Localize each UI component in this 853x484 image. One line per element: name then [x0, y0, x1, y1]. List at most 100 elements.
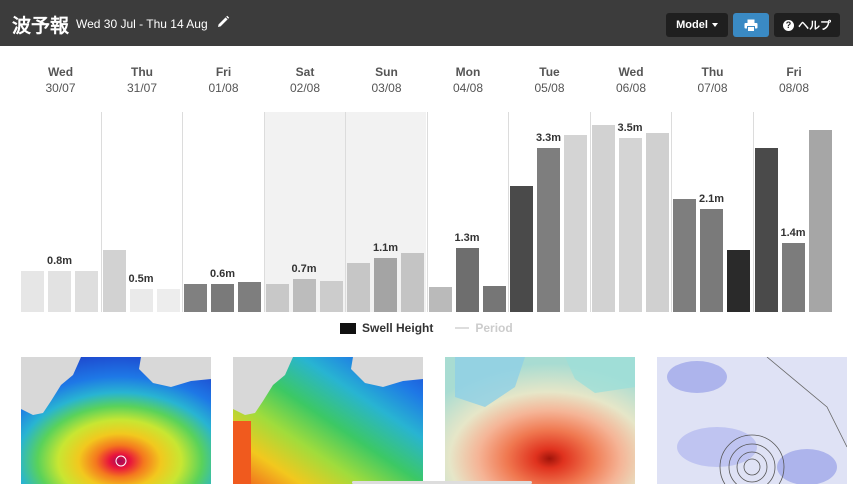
- help-button[interactable]: ? ヘルプ: [774, 13, 840, 37]
- day-divider: [589, 112, 591, 312]
- swell-bar[interactable]: [673, 199, 696, 312]
- day-divider: [426, 112, 428, 312]
- print-button[interactable]: [733, 13, 769, 37]
- wave-height-map-2[interactable]: [233, 357, 423, 484]
- swell-bar[interactable]: [591, 125, 615, 312]
- day-date: 04/08: [452, 81, 484, 95]
- model-label: Model: [676, 19, 708, 31]
- day-swell-label: 3.5m: [617, 122, 643, 134]
- day-divider: [182, 112, 183, 312]
- swell-bar[interactable]: [510, 186, 533, 312]
- day-swell-label: 0.5m: [128, 273, 154, 285]
- day-name: Wed: [47, 65, 74, 79]
- day-name: Thu: [701, 65, 724, 79]
- swell-bar[interactable]: [455, 248, 479, 312]
- day-date: 07/08: [697, 81, 728, 95]
- day-date: 02/08: [289, 81, 321, 95]
- swell-bar[interactable]: [537, 148, 560, 312]
- day-date: 08/08: [778, 81, 810, 95]
- swell-bar[interactable]: [645, 133, 669, 312]
- caret-down-icon: [711, 23, 718, 27]
- top-bar: 波予報 Wed 30 Jul - Thu 14 Aug Model ? ヘルプ: [0, 0, 853, 46]
- page-title: 波予報: [12, 16, 70, 37]
- day-date: 30/07: [45, 81, 76, 95]
- day-name: Fri: [215, 65, 232, 79]
- swell-bar[interactable]: [75, 271, 98, 312]
- swell-bar[interactable]: [781, 243, 805, 312]
- day-header: Thu 31/07: [102, 65, 183, 95]
- day-header: Sun 03/08: [346, 65, 427, 95]
- day-name: Tue: [539, 65, 560, 79]
- swell-bar[interactable]: [156, 289, 180, 312]
- swell-bar[interactable]: [482, 286, 506, 312]
- swell-swatch: [340, 322, 356, 334]
- swell-bar[interactable]: [129, 289, 153, 312]
- day-header: Sat 02/08: [265, 65, 346, 95]
- swell-bar[interactable]: [238, 282, 261, 312]
- swell-bar[interactable]: [347, 263, 370, 312]
- help-label: ヘルプ: [798, 20, 831, 32]
- pencil-icon[interactable]: [215, 14, 231, 30]
- day-divider: [100, 112, 102, 312]
- day-divider: [263, 112, 265, 312]
- horizontal-scrollbar[interactable]: [352, 481, 532, 484]
- legend-swell-label: Swell Height: [362, 321, 434, 335]
- question-icon: ?: [783, 19, 794, 31]
- day-date: 31/07: [126, 81, 158, 95]
- day-swell-label: 0.7m: [291, 263, 317, 275]
- swell-bar[interactable]: [727, 250, 750, 312]
- day-date: 03/08: [371, 81, 402, 95]
- day-swell-label: 0.6m: [209, 268, 236, 280]
- day-name: Fri: [786, 65, 802, 79]
- date-range[interactable]: Wed 30 Jul - Thu 14 Aug: [76, 17, 208, 31]
- chart-legend: Swell Height Period: [340, 320, 513, 336]
- swell-bar[interactable]: [102, 250, 126, 312]
- day-header: Wed 30/07: [20, 65, 101, 95]
- wind-map[interactable]: [445, 357, 635, 484]
- day-header: Thu 07/08: [672, 65, 753, 95]
- day-header: Fri 01/08: [183, 65, 264, 95]
- day-swell-label: 0.8m: [46, 255, 73, 267]
- legend-period-label: Period: [475, 321, 513, 335]
- swell-bar[interactable]: [428, 287, 452, 312]
- day-swell-label: 1.4m: [780, 227, 806, 239]
- swell-bar[interactable]: [265, 284, 289, 312]
- day-name: Thu: [131, 65, 153, 79]
- day-name: Wed: [618, 65, 644, 79]
- day-divider: [508, 112, 509, 312]
- day-divider: [752, 112, 754, 312]
- day-header: Wed 06/08: [591, 65, 672, 95]
- period-swatch: [455, 327, 470, 329]
- day-name: Sun: [375, 65, 398, 79]
- swell-bar[interactable]: [184, 284, 207, 312]
- swell-bar[interactable]: [754, 148, 778, 312]
- day-swell-label: 3.3m: [535, 132, 562, 144]
- swell-bar[interactable]: [21, 271, 44, 312]
- day-divider: [671, 112, 672, 312]
- swell-chart: Wed 30/07 Thu 31/07 Fri 01/08 Sat 02/08 Sun 03/08…: [20, 65, 835, 312]
- swell-bar[interactable]: [374, 258, 397, 312]
- swell-bar[interactable]: [700, 209, 723, 312]
- day-date: 06/08: [615, 81, 647, 95]
- swell-bar[interactable]: [319, 281, 343, 312]
- day-divider: [345, 112, 346, 312]
- day-swell-label: 1.1m: [372, 242, 399, 254]
- pressure-map[interactable]: [657, 357, 847, 484]
- swell-bar[interactable]: [211, 284, 234, 312]
- day-name: Sat: [295, 65, 315, 79]
- swell-bar[interactable]: [292, 279, 316, 312]
- day-header: Tue 05/08: [509, 65, 590, 95]
- day-swell-label: 1.3m: [454, 232, 480, 244]
- day-name: Mon: [455, 65, 481, 79]
- day-date: 05/08: [534, 81, 565, 95]
- printer-icon: [744, 19, 758, 32]
- swell-bar[interactable]: [401, 253, 424, 312]
- swell-bar[interactable]: [808, 130, 832, 312]
- model-dropdown-button[interactable]: Model: [666, 13, 728, 37]
- day-header: Fri 08/08: [754, 65, 835, 95]
- swell-bar[interactable]: [618, 138, 642, 312]
- wave-height-map-1[interactable]: [21, 357, 211, 484]
- swell-bar[interactable]: [564, 135, 587, 312]
- swell-bar[interactable]: [48, 271, 71, 312]
- day-swell-label: 2.1m: [698, 193, 725, 205]
